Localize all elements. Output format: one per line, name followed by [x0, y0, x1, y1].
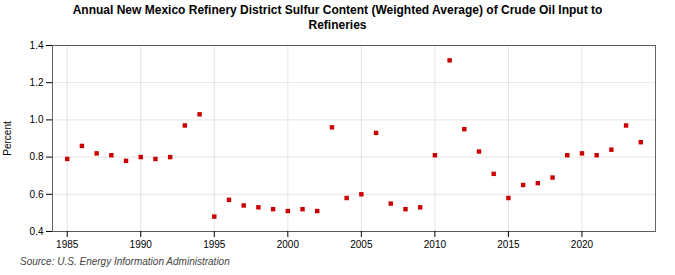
svg-text:2005: 2005 — [350, 239, 373, 250]
svg-text:1.4: 1.4 — [30, 40, 44, 51]
svg-text:2010: 2010 — [424, 239, 447, 250]
html-text:Annual New Mexico Refinery Dis: Annual New Mexico Refinery District Sulf… — [72, 3, 603, 32]
svg-text:1985: 1985 — [56, 239, 79, 250]
svg-text:2015: 2015 — [497, 239, 520, 250]
svg-text:0.4: 0.4 — [30, 226, 44, 237]
svg-text:1990: 1990 — [130, 239, 153, 250]
svg-text:2000: 2000 — [277, 239, 300, 250]
svg-text:2020: 2020 — [571, 239, 594, 250]
svg-text:1.2: 1.2 — [30, 77, 44, 88]
svg-text:0.8: 0.8 — [30, 151, 44, 162]
svg-text:0.6: 0.6 — [30, 189, 44, 200]
svg-text:1.0: 1.0 — [30, 114, 44, 125]
html-text:Source: U.S. Energy Informatio: Source: U.S. Energy Information Administ… — [20, 256, 230, 267]
svg-text:Percent: Percent — [2, 121, 13, 156]
svg-text:1995: 1995 — [203, 239, 226, 250]
